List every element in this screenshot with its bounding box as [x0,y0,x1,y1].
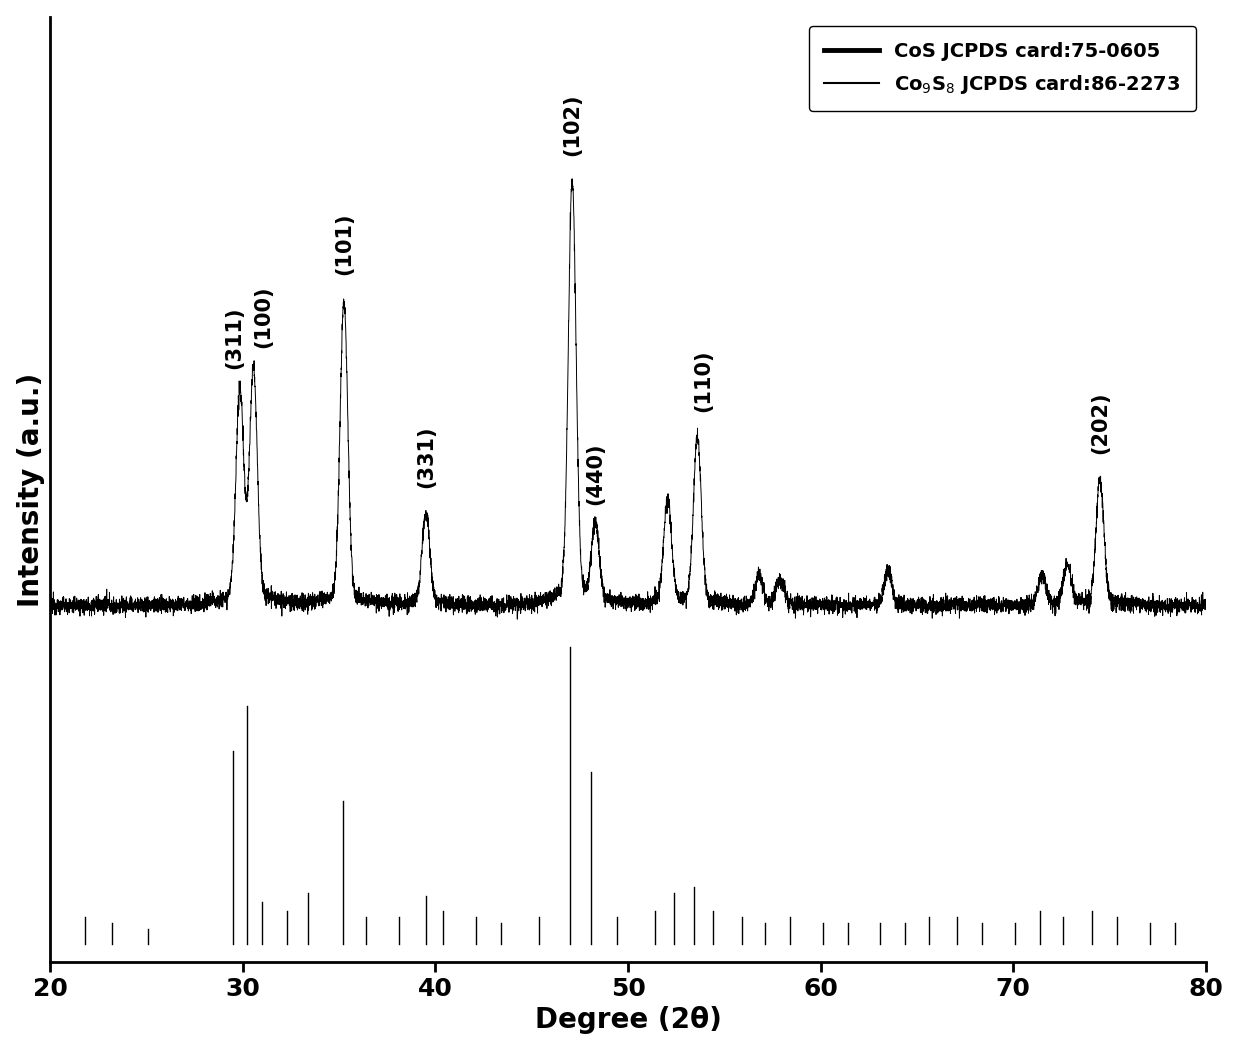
Text: (100): (100) [253,285,273,348]
Legend: CoS JCPDS card:75-0605, Co$_9$S$_8$ JCPDS card:86-2273: CoS JCPDS card:75-0605, Co$_9$S$_8$ JCPD… [808,26,1197,111]
Text: (311): (311) [224,307,244,369]
Text: (202): (202) [1090,392,1110,454]
Text: (110): (110) [693,349,713,412]
Text: (101): (101) [334,212,353,275]
Y-axis label: Intensity (a.u.): Intensity (a.u.) [16,372,45,606]
X-axis label: Degree (2θ): Degree (2θ) [534,1007,722,1034]
Text: (331): (331) [415,426,435,489]
Text: (440): (440) [585,442,605,506]
Text: (102): (102) [562,94,583,156]
